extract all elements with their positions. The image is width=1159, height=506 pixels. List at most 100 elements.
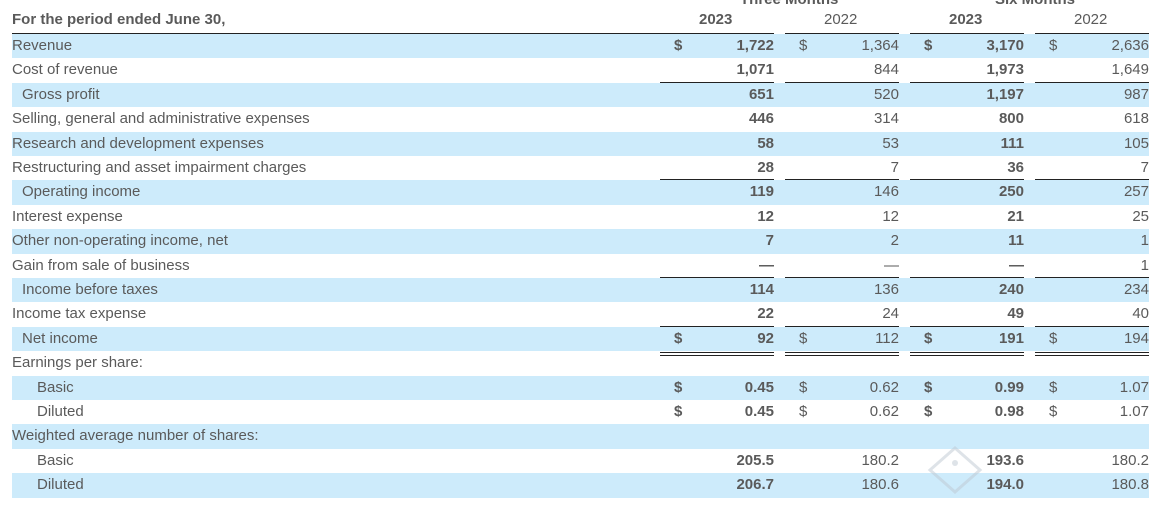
value-cell: 7 (1140, 159, 1149, 176)
table-row: Basic 205.5 180.2 193.6 180.2 (12, 449, 1149, 473)
subtotal-rule (785, 325, 899, 327)
currency-symbol: $ (1049, 403, 1058, 420)
table-row: Earnings per share: (12, 351, 1149, 375)
subtotal-rule (1035, 325, 1149, 327)
value-cell: 987 (1123, 85, 1149, 103)
row-label: Other non-operating income, net (12, 232, 228, 250)
table-row: Income tax expense 22 24 49 40 (12, 302, 1149, 326)
value-cell: 112 (875, 329, 899, 347)
value-cell: 2 (890, 232, 899, 250)
value-cell: 250 (998, 183, 1024, 201)
value-cell: 11 (1008, 232, 1024, 250)
currency-symbol: $ (1049, 329, 1058, 347)
subtotal-rule (785, 179, 899, 181)
table-row: Income before taxes 114 136 240 234 (12, 278, 1149, 303)
value-cell: 0.99 (994, 378, 1024, 396)
value-cell: 194.0 (986, 476, 1024, 494)
row-label: Earnings per share: (12, 354, 143, 372)
value-cell: 651 (748, 85, 774, 103)
row-label: Income before taxes (22, 281, 158, 298)
currency-symbol: $ (799, 329, 808, 347)
currency-symbol: $ (924, 329, 933, 347)
value-cell: 7 (765, 232, 774, 250)
table-row: Revenue $1,722 $1,364 $3,170 $2,636 (12, 34, 1149, 59)
value-cell: 446 (748, 110, 774, 128)
value-cell: 146 (873, 183, 899, 201)
currency-symbol: $ (799, 378, 808, 396)
row-label: Diluted (37, 476, 84, 494)
table-row: Gain from sale of business — — — 1 (12, 254, 1149, 278)
value-cell: 0.62 (869, 378, 899, 396)
total-double-rule (1035, 352, 1149, 354)
row-label: Research and development expenses (12, 134, 264, 152)
value-cell: 0.45 (744, 378, 774, 396)
year-header-3m-2023: 2023 (699, 11, 733, 28)
value-cell: 3,170 (986, 37, 1024, 54)
currency-symbol: $ (674, 329, 683, 347)
value-cell: 1.07 (1119, 403, 1149, 420)
value-cell: 58 (757, 134, 774, 152)
value-cell: 520 (873, 85, 899, 103)
value-cell: — (1009, 256, 1024, 274)
header-rule (1035, 33, 1149, 34)
value-cell: 1,197 (986, 85, 1024, 103)
table-row: Basic $0.45 $0.62 $0.99 $1.07 (12, 375, 1149, 400)
value-cell: 136 (873, 281, 899, 298)
value-cell: 1,973 (986, 61, 1024, 79)
value-cell: 314 (873, 110, 899, 128)
value-cell: 240 (998, 281, 1024, 298)
currency-symbol: $ (924, 37, 933, 54)
row-label: Revenue (12, 37, 73, 54)
value-cell: 191 (998, 329, 1024, 347)
subtotal-rule (660, 277, 774, 278)
value-cell: 53 (882, 134, 899, 152)
value-cell: 12 (882, 207, 899, 225)
value-cell: 12 (757, 207, 774, 225)
value-cell: 0.62 (869, 403, 899, 420)
row-label: Selling, general and administrative expe… (12, 110, 310, 128)
header-rule (12, 33, 774, 34)
subtotal-rule (1035, 81, 1149, 83)
total-double-rule (910, 352, 1024, 354)
table-row: Research and development expenses 58 53 111… (12, 131, 1149, 156)
table-row: Restructuring and asset impairment charg… (12, 156, 1149, 180)
table-row: Selling, general and administrative expe… (12, 107, 1149, 131)
total-double-rule (785, 352, 899, 354)
total-double-rule (660, 355, 774, 357)
currency-symbol: $ (674, 403, 683, 420)
value-cell: 1,071 (736, 61, 774, 79)
value-cell: 24 (882, 305, 899, 323)
total-double-rule (660, 352, 774, 354)
value-cell: 257 (1123, 183, 1149, 201)
subtotal-rule (660, 81, 774, 83)
currency-symbol: $ (799, 37, 808, 54)
currency-symbol: $ (924, 378, 933, 396)
row-label: Gross profit (22, 85, 100, 103)
value-cell: 28 (757, 159, 774, 176)
value-cell: 114 (749, 281, 774, 298)
value-cell: 618 (1123, 110, 1149, 128)
row-label: Diluted (37, 403, 84, 420)
row-label: Interest expense (12, 207, 123, 225)
value-cell: 1,364 (861, 37, 899, 54)
value-cell: 0.98 (994, 403, 1024, 420)
value-cell: 7 (890, 159, 899, 176)
subtotal-rule (660, 179, 774, 181)
row-label: Cost of revenue (12, 61, 118, 79)
value-cell: 206.7 (736, 476, 774, 494)
value-cell: 92 (757, 329, 774, 347)
value-cell: — (759, 256, 774, 274)
value-cell: 119 (749, 183, 774, 201)
subtotal-rule (910, 277, 1024, 278)
currency-symbol: $ (924, 403, 933, 420)
row-label: Net income (22, 329, 98, 347)
table-row: Diluted 206.7 180.6 194.0 180.8 (12, 473, 1149, 498)
subtotal-rule (660, 325, 774, 327)
value-cell: 1 (1140, 256, 1149, 274)
subtotal-rule (910, 81, 1024, 83)
year-header-3m-2022: 2022 (824, 11, 858, 28)
table-row: Gross profit 651 520 1,197 987 (12, 82, 1149, 108)
total-double-rule (785, 355, 899, 357)
value-cell: 1,649 (1111, 61, 1149, 79)
value-cell: 22 (757, 305, 774, 323)
